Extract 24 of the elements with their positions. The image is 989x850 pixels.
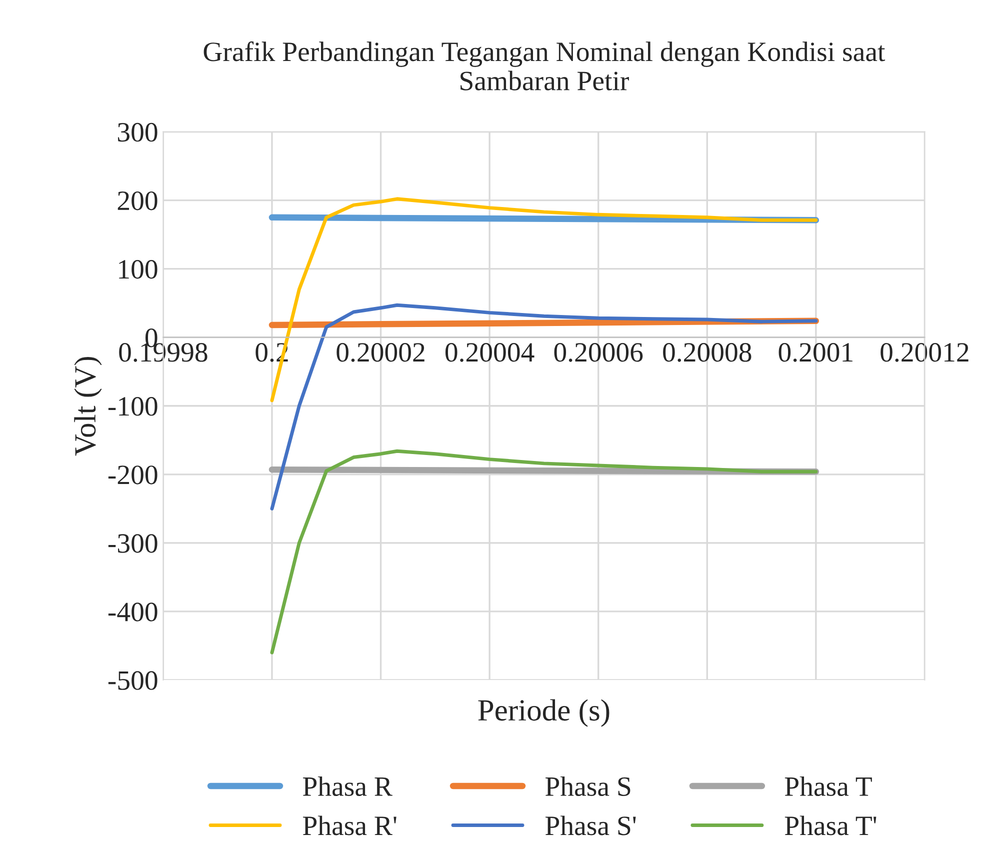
x-tick-label: 0.2001: [778, 343, 852, 362]
x-tick-label: 0.20004: [445, 343, 534, 362]
x-tick-label: 0.20012: [880, 343, 968, 362]
x-tick-label: 0.20008: [663, 343, 752, 362]
y-tick-label: -300: [108, 534, 158, 553]
legend-label: Phasa T: [784, 776, 872, 796]
y-tick-label: -500: [108, 671, 158, 690]
y-tick-label: 300: [118, 122, 158, 142]
x-axis-title: Periode (s): [478, 699, 610, 727]
y-tick-label: -400: [108, 602, 158, 622]
chart-title: Grafik Perbandingan Tegangan Nominal dengan Kondisi saat Sambaran Petir: [204, 41, 886, 90]
legend-label: Phasa S': [546, 816, 636, 836]
y-axis-title: Volt (V): [74, 356, 102, 456]
line-series: [270, 449, 818, 654]
y-tick-label: 200: [118, 191, 158, 210]
legend-label: Phasa S: [546, 776, 630, 796]
legend-label: Phasa R: [302, 776, 392, 796]
x-tick-label: 0.20002: [336, 343, 424, 362]
legend-label: Phasa T': [784, 816, 876, 836]
y-tick-label: -200: [108, 466, 158, 484]
x-tick-label: 0.20006: [554, 343, 643, 362]
y-tick-label: 100: [119, 260, 158, 279]
legend-label: Phasa R': [302, 816, 396, 836]
y-tick-label: -100: [108, 397, 158, 416]
